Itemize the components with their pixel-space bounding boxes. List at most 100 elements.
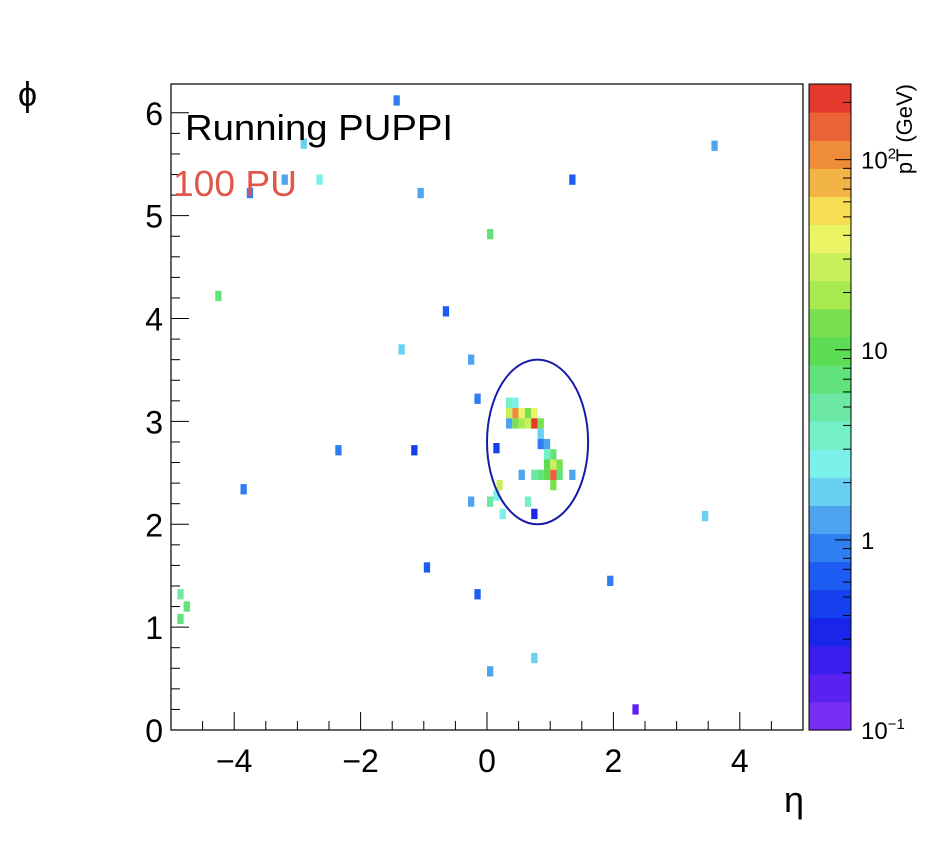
colorbar: 10−1 1 10 102 [808,83,905,745]
heatmap-cell [518,418,525,429]
heatmap-cell [543,449,551,460]
heatmap-cells [177,95,718,715]
heatmap-cell [506,397,513,408]
colorbar-band [809,112,851,141]
heatmap-cell [524,418,532,429]
heatmap-cell [543,469,551,480]
annotation-pileup: 100 PU [173,163,297,204]
colorbar-band [809,196,851,226]
heatmap-cell [177,589,184,600]
heatmap-cell [537,469,544,480]
heatmap-cell [398,344,405,355]
y-tick-label: 2 [145,507,163,543]
heatmap-cell [442,306,450,317]
heatmap-cell [300,138,307,149]
colorbar-band [809,308,851,338]
heatmap-cell [524,496,532,507]
heatmap-cell [701,510,709,522]
heatmap-cell [240,484,247,495]
colorbar-band [809,280,851,310]
heatmap-cell [531,652,538,664]
colorbar-band [809,140,851,169]
colorbar-band [809,84,851,113]
colorbar-band [809,561,851,591]
colorbar-tick-label: 102 [861,146,896,175]
colorbar-band [809,449,851,478]
heatmap-cell [569,469,576,480]
colorbar-band [809,645,851,675]
heatmap-cell [537,438,544,450]
colorbar-band [809,168,851,197]
colorbar-tick-exponent: −1 [888,716,905,733]
heatmap-cell [215,290,222,302]
heatmap-cell [512,397,519,408]
heatmap-cell [632,704,639,715]
heatmap-cell [607,575,614,586]
y-tick-label: 3 [145,404,163,440]
colorbar-band [809,336,851,366]
heatmap-cell [550,459,557,470]
heatmap-cell [393,95,400,106]
colorbar-label: pT (GeV) [892,84,917,174]
heatmap-cell [550,449,557,460]
heatmap-cell [183,601,190,612]
heatmap-cell [499,508,506,520]
heatmap-cell [316,174,323,185]
colorbar-band [809,477,851,506]
y-axis-label: ϕ [18,76,37,114]
heatmap-cell [423,562,431,573]
x-tick-label: 2 [605,743,623,779]
colorbar-band [809,224,851,254]
heatmap-cell [711,140,718,151]
plot-frame [170,83,804,731]
heatmap-cell [411,445,418,456]
x-tick-label: 0 [478,743,496,779]
heatmap-cell [506,418,513,429]
heatmap-cell [468,496,475,507]
heatmap-cell [537,428,544,439]
x-tick-label: −4 [216,743,252,779]
x-tick-label: −2 [342,743,378,779]
heatmap-cell [550,469,557,480]
colorbar-tick-exponent: 2 [888,146,896,163]
heatmap-cell [493,443,500,454]
heatmap-cell [487,666,494,677]
annotation-running-puppi: Running PUPPI [185,107,453,148]
heatmap-cell [531,508,538,520]
colorbar-tick-label: 10 [861,338,888,365]
heatmap-cell [524,408,532,419]
y-tick-label: 4 [145,302,163,338]
heatmap-cell [487,229,494,240]
heatmap-cell [468,354,475,365]
heatmap-cell [531,418,538,429]
colorbar-band [809,701,851,731]
x-axis-label: η [784,779,804,820]
colorbar-band [809,617,851,647]
colorbar-band [809,673,851,703]
heatmap-cell [417,187,424,199]
y-tick-label: 0 [145,713,163,749]
colorbar-band [809,533,851,563]
heatmap-cell [474,393,481,404]
heatmap-cell [550,480,557,491]
heatmap-cell [569,174,576,185]
heatmap-cell [246,187,254,199]
heatmap-cell [281,174,288,185]
heatmap-cell [531,408,538,419]
y-tick-label: 1 [145,610,163,646]
heatmap-cell [177,613,184,625]
colorbar-band [809,505,851,534]
heatmap-cell [496,480,503,491]
heatmap-cell [512,408,519,419]
y-tick-label: 5 [145,199,163,235]
heatmap-cell [506,408,513,419]
x-tick-label: 4 [731,743,749,779]
heatmap-cell [493,490,500,501]
heatmap-cell [531,469,538,480]
heatmap-cell [335,445,342,456]
colorbar-band [809,252,851,282]
heatmap-cell [487,496,494,507]
colorbar-band [809,589,851,619]
heatmap-cell [556,469,563,480]
heatmap-cell [543,459,551,470]
